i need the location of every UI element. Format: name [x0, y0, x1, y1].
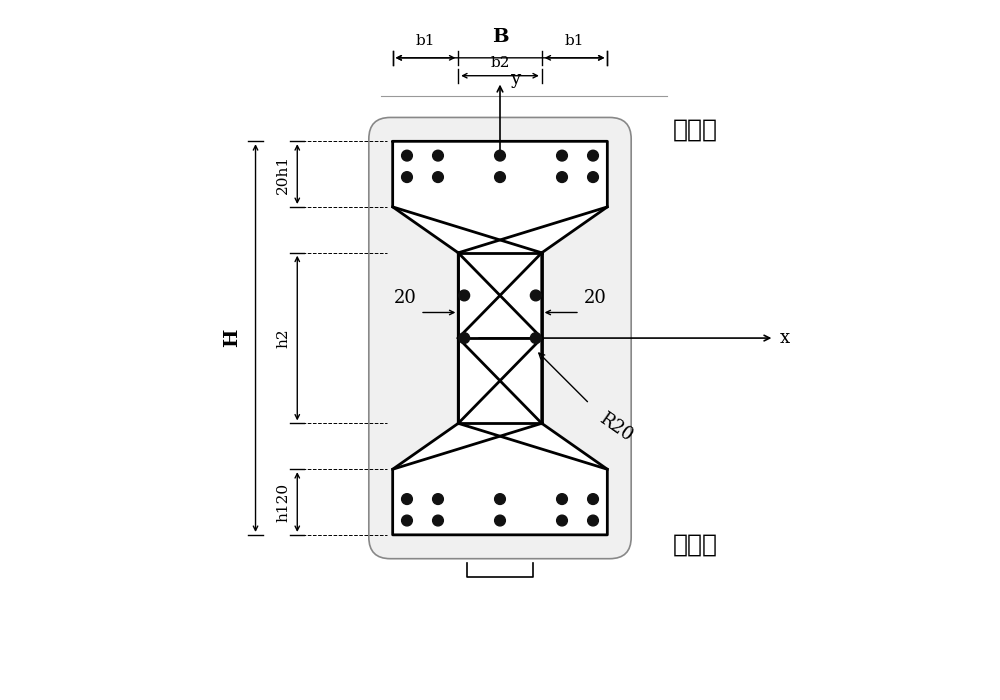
Text: 迎坑面: 迎坑面	[673, 533, 718, 557]
Text: 20: 20	[583, 288, 606, 307]
FancyBboxPatch shape	[369, 118, 631, 559]
Text: 20: 20	[394, 288, 417, 307]
Text: H: H	[223, 329, 241, 347]
Circle shape	[588, 515, 598, 526]
Text: 迎土面: 迎土面	[673, 118, 718, 141]
Circle shape	[433, 515, 443, 526]
Circle shape	[588, 494, 598, 505]
Circle shape	[588, 172, 598, 183]
Circle shape	[459, 332, 470, 344]
Text: b1: b1	[416, 34, 435, 48]
Circle shape	[402, 494, 412, 505]
Circle shape	[495, 150, 505, 161]
Text: B: B	[492, 28, 508, 46]
Circle shape	[495, 494, 505, 505]
Circle shape	[495, 172, 505, 183]
Circle shape	[557, 150, 567, 161]
Text: b2: b2	[490, 56, 510, 70]
Circle shape	[530, 290, 541, 301]
Polygon shape	[393, 141, 607, 535]
Circle shape	[557, 494, 567, 505]
Circle shape	[588, 150, 598, 161]
Text: b1: b1	[565, 34, 584, 48]
Circle shape	[433, 494, 443, 505]
Text: h2: h2	[276, 328, 290, 348]
Circle shape	[557, 515, 567, 526]
Circle shape	[530, 332, 541, 344]
Text: 20h1: 20h1	[276, 155, 290, 194]
Circle shape	[402, 515, 412, 526]
Text: R20: R20	[595, 410, 636, 445]
Circle shape	[557, 172, 567, 183]
Text: h120: h120	[276, 482, 290, 522]
Text: x: x	[780, 329, 790, 347]
Circle shape	[402, 150, 412, 161]
Circle shape	[433, 172, 443, 183]
Circle shape	[433, 150, 443, 161]
Circle shape	[459, 290, 470, 301]
Circle shape	[402, 172, 412, 183]
Text: y: y	[510, 69, 520, 88]
Circle shape	[495, 515, 505, 526]
